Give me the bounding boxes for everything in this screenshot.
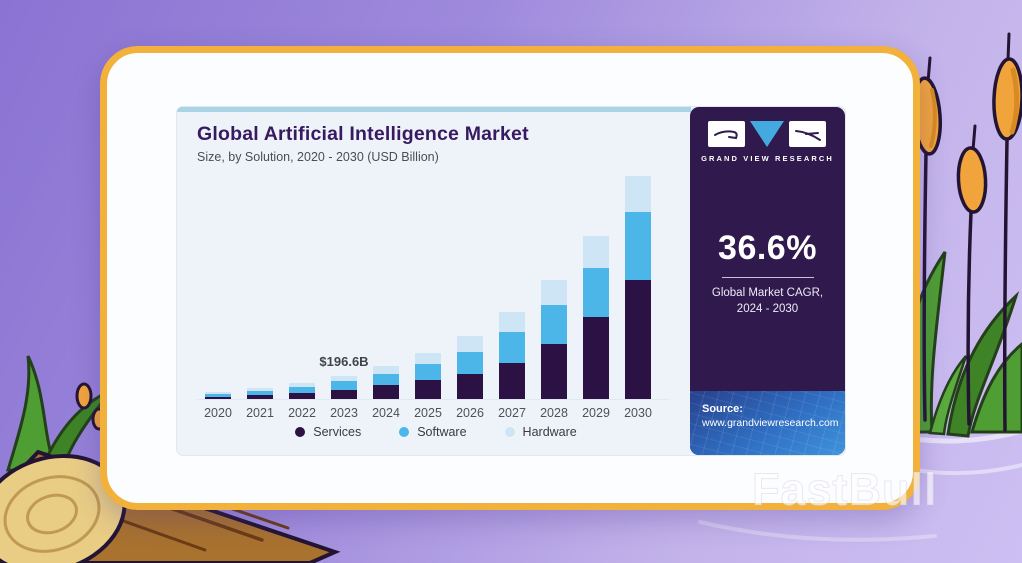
- x-axis-label: 2021: [246, 406, 274, 420]
- bar-2028: [541, 279, 567, 400]
- bar-segment-software: [541, 304, 567, 345]
- chart-subtitle: Size, by Solution, 2020 - 2030 (USD Bill…: [197, 150, 439, 164]
- bar-segment-software: [205, 393, 231, 397]
- bar-segment-hardware: [205, 391, 231, 394]
- x-axis-label: 2023: [330, 406, 358, 420]
- x-axis-label: 2022: [288, 406, 316, 420]
- x-axis-label: 2029: [582, 406, 610, 420]
- bar-segment-hardware: [457, 335, 483, 352]
- x-axis-label: 2025: [414, 406, 442, 420]
- x-axis-label: 2030: [624, 406, 652, 420]
- legend-dot-icon: [504, 427, 515, 437]
- bar-segment-software: [457, 351, 483, 375]
- bar-segment-services: [247, 395, 273, 400]
- bar-2030: [625, 176, 651, 400]
- bar-segment-services: [205, 396, 231, 400]
- bar-segment-services: [289, 392, 315, 400]
- x-axis-label: 2028: [540, 406, 568, 420]
- x-axis-label: 2026: [456, 406, 484, 420]
- bar-2024: [373, 365, 399, 400]
- legend-label: Services: [313, 425, 362, 439]
- chart-title: Global Artificial Intelligence Market: [197, 123, 529, 145]
- panel-accent-bar: [177, 107, 691, 112]
- bar-segment-services: [499, 362, 525, 400]
- x-axis-label: 2020: [204, 406, 232, 420]
- bar-segment-hardware: [583, 235, 609, 268]
- bar-segment-hardware: [541, 279, 567, 305]
- bar-segment-hardware: [331, 375, 357, 382]
- source-label: Source:: [702, 403, 743, 415]
- cagr-value: 36.6%: [718, 229, 817, 267]
- bar-2022: [289, 383, 315, 400]
- bar-segment-software: [499, 331, 525, 363]
- cagr-label-line1: Global Market CAGR,: [711, 287, 824, 299]
- chart-legend: Services Software Hardware: [197, 425, 675, 439]
- bar-segment-software: [247, 391, 273, 396]
- bar-segment-hardware: [247, 388, 273, 392]
- bar-2026: [457, 335, 483, 400]
- legend-label: Hardware: [522, 425, 577, 439]
- bar-segment-services: [541, 344, 567, 400]
- legend-item-hardware: Hardware: [504, 425, 577, 439]
- legend-dot-icon: [399, 427, 410, 437]
- bar-segment-hardware: [625, 176, 651, 213]
- legend-item-software: Software: [399, 425, 467, 439]
- cagr-label-line2: 2024 - 2030: [736, 303, 799, 316]
- bar-segment-software: [289, 387, 315, 393]
- bar-segment-software: [625, 212, 651, 281]
- bar-segment-software: [583, 267, 609, 317]
- bar-2023: [331, 375, 357, 400]
- data-label-annotation: $196.6B: [319, 353, 369, 369]
- source-url: www.grandviewresearch.com: [702, 417, 839, 429]
- bar-segment-hardware: [499, 312, 525, 332]
- bar-segment-software: [373, 373, 399, 386]
- bar-segment-services: [415, 380, 441, 400]
- bar-2021: [247, 388, 273, 400]
- cagr-divider: [721, 277, 814, 278]
- sidebar: GRAND VIEW RESEARCH 36.6% Global Market …: [690, 107, 845, 455]
- bar-segment-services: [331, 389, 357, 400]
- bar-segment-software: [415, 364, 441, 381]
- chart-panel: Global Artificial Intelligence Market Si…: [176, 106, 846, 456]
- bar-segment-hardware: [289, 383, 315, 388]
- bar-chart: 2020 2021 2022 2023 $196.6B 2024 2025 2026 2027 2…: [197, 176, 675, 420]
- gvr-logo-icon: [707, 121, 826, 147]
- chart-header: Global Artificial Intelligence Market Si…: [197, 123, 677, 164]
- legend-label: Software: [417, 425, 467, 439]
- bar-2029: [583, 235, 609, 400]
- bar-segment-services: [625, 280, 651, 400]
- bar-segment-services: [373, 385, 399, 400]
- legend-item-services: Services: [295, 425, 361, 439]
- chart-card: Global Artificial Intelligence Market Si…: [100, 46, 920, 510]
- bar-segment-services: [457, 374, 483, 400]
- source-block: Source: www.grandviewresearch.com: [690, 391, 845, 455]
- cagr-block: 36.6% Global Market CAGR, 2024 - 2030: [690, 229, 845, 317]
- legend-dot-icon: [295, 427, 306, 437]
- x-axis-label: 2027: [498, 406, 526, 420]
- bar-segment-hardware: [415, 352, 441, 365]
- bar-2020: [205, 391, 231, 400]
- brand-name: GRAND VIEW RESEARCH: [701, 154, 834, 163]
- bar-segment-services: [583, 316, 609, 400]
- bar-segment-hardware: [373, 365, 399, 374]
- fastbull-watermark: FastBull: [752, 464, 938, 516]
- bar-2025: [415, 352, 441, 400]
- bar-segment-software: [331, 381, 357, 390]
- grass-left-icon: [5, 355, 114, 476]
- bar-2027: [499, 312, 525, 400]
- x-axis-label: 2024: [372, 406, 400, 420]
